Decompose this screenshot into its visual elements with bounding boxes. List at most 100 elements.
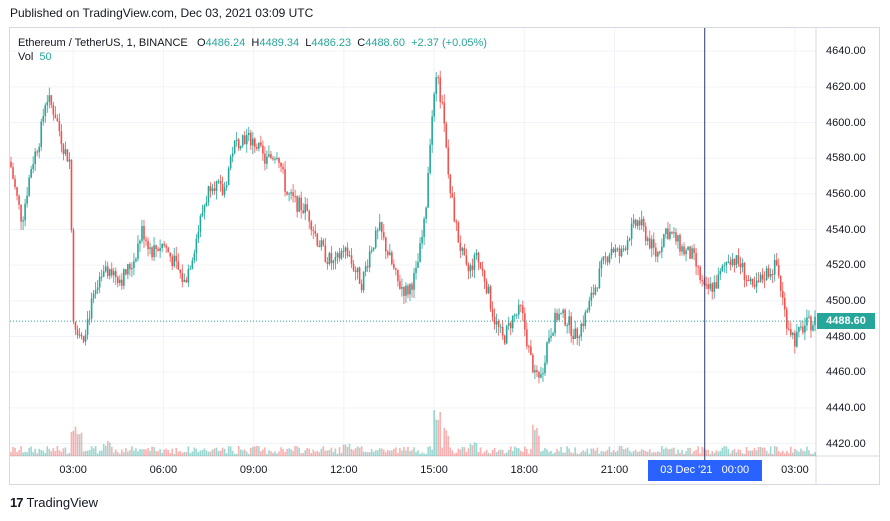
volume-bar: [717, 451, 720, 456]
volume-bar: [519, 450, 522, 456]
volume-bar: [503, 453, 506, 456]
volume-bar: [193, 447, 196, 456]
candle-body: [157, 249, 159, 251]
volume-bar: [542, 450, 544, 456]
volume-bar: [640, 449, 643, 456]
candle-body: [155, 245, 157, 250]
volume-bar: [687, 448, 689, 456]
candle-body: [191, 260, 194, 269]
candle-body: [487, 286, 490, 294]
tradingview-logo[interactable]: 17 TradingView: [10, 495, 98, 510]
volume-bar: [560, 446, 562, 456]
volume-bar: [713, 452, 716, 456]
candle-body: [149, 247, 151, 250]
volume-bar: [634, 449, 637, 456]
candle-body: [147, 240, 149, 250]
candle-body: [743, 262, 746, 280]
candle-body: [798, 327, 800, 332]
volume-bar: [759, 446, 762, 456]
volume-bar: [584, 451, 587, 456]
candle-body: [636, 220, 639, 226]
candle-body: [143, 226, 145, 240]
candle-body: [783, 297, 786, 310]
volume-bar: [116, 451, 119, 456]
volume-bar: [233, 453, 236, 456]
volume-bar: [747, 450, 750, 456]
candle-body: [74, 321, 77, 330]
candle-body: [602, 256, 605, 261]
volume-bar: [741, 453, 744, 456]
volume-bar: [191, 451, 194, 456]
volume-bar: [397, 452, 399, 456]
volume-bar: [237, 446, 240, 456]
candle-body: [38, 146, 41, 153]
candle-body: [256, 146, 258, 149]
volume-bar: [751, 450, 754, 456]
volume-bar: [173, 453, 176, 456]
volume-bar: [175, 447, 178, 456]
candle-body: [719, 271, 722, 275]
candle-body: [258, 142, 260, 149]
volume-bar: [800, 448, 802, 456]
candle-body: [332, 260, 335, 264]
volume-bar: [794, 448, 796, 456]
candle-body: [195, 238, 198, 254]
volume-bar: [743, 453, 746, 456]
candle-body: [221, 183, 224, 195]
candle-body: [264, 153, 266, 164]
candle-body: [669, 231, 671, 239]
candle-body: [227, 168, 230, 186]
candle-body: [790, 329, 792, 336]
candle-body: [90, 298, 93, 319]
volume-bar: [661, 446, 663, 456]
volume-bar: [165, 448, 167, 456]
volume-bar: [685, 451, 687, 456]
candle-body: [48, 95, 51, 102]
candle-body: [64, 149, 67, 154]
volume-bar: [652, 451, 655, 456]
candle-body: [70, 159, 73, 231]
symbol-name[interactable]: Ethereum / TetherUS, 1, BINANCE: [18, 37, 188, 49]
volume-bar: [141, 449, 143, 456]
candle-body: [34, 151, 36, 165]
candle-body: [123, 269, 125, 286]
candle-body: [540, 374, 542, 378]
candle-body: [614, 248, 617, 253]
candle-body: [290, 192, 292, 194]
volume-bar: [86, 450, 89, 456]
volume-bar: [600, 450, 603, 456]
candle-body: [713, 282, 716, 292]
volume-bar: [401, 450, 403, 456]
candle-body: [781, 290, 784, 298]
candle-body: [757, 280, 760, 282]
candle-body: [503, 335, 506, 344]
candle-body: [10, 161, 12, 168]
candle-body: [580, 323, 583, 337]
volume-bar: [568, 448, 570, 456]
volume-bar: [457, 448, 460, 456]
volume-bar: [197, 451, 200, 456]
candle-body: [100, 276, 103, 278]
volume-bar: [711, 451, 714, 456]
candle-body: [673, 232, 675, 234]
volume-bar: [548, 451, 550, 456]
volume-bar: [443, 427, 446, 456]
volume-bar: [669, 449, 671, 456]
volume-bar: [546, 449, 548, 456]
volume-bar: [133, 450, 135, 456]
volume-bar: [171, 448, 174, 456]
candle-body: [767, 268, 770, 277]
candle-body: [509, 322, 512, 329]
candle-body: [127, 264, 129, 275]
candle-body: [511, 315, 514, 329]
volume-bar: [90, 446, 93, 456]
candle-body: [274, 158, 276, 160]
candle-body: [298, 197, 300, 212]
volume-bar: [779, 452, 782, 456]
volume-bar: [683, 453, 685, 456]
candle-body: [687, 246, 689, 251]
volume-bar: [606, 449, 609, 456]
candle-body: [201, 212, 204, 217]
volume-bar: [284, 452, 286, 456]
